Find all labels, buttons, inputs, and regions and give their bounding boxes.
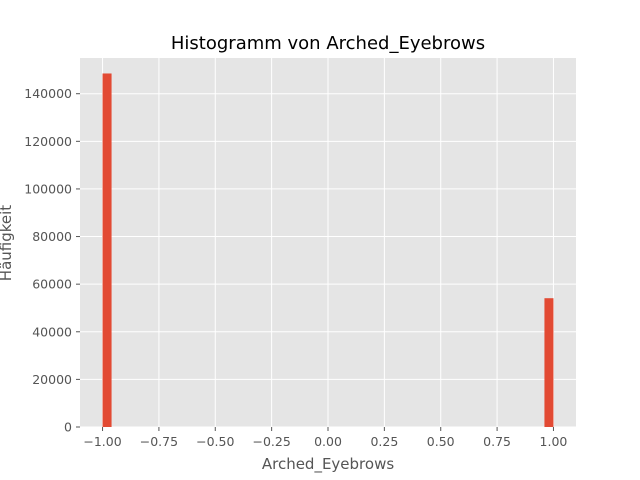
y-tick-label: 140000 <box>24 86 72 101</box>
x-tick-label: 1.00 <box>540 434 568 449</box>
x-axis-label: Arched_Eyebrows <box>262 455 394 474</box>
y-tick-label: 80000 <box>32 229 72 244</box>
chart-title: Histogramm von Arched_Eyebrows <box>171 33 485 54</box>
x-tick-label: 0.25 <box>370 434 398 449</box>
histogram-bar <box>102 73 112 428</box>
histogram-bar <box>544 298 554 427</box>
x-tick-label: −0.50 <box>196 434 234 449</box>
y-tick-label: 100000 <box>24 181 72 196</box>
y-tick-label: 20000 <box>32 372 72 387</box>
x-axis-ticks: −1.00 −0.75 −0.50 −0.25 0.00 0.25 0.50 0.75 1.00 <box>83 427 567 449</box>
x-tick-label: 0.75 <box>483 434 511 449</box>
x-tick-label: −0.25 <box>252 434 290 449</box>
bars <box>102 73 554 428</box>
y-tick-label: 0 <box>64 420 72 435</box>
y-tick-label: 120000 <box>24 134 72 149</box>
y-tick-label: 40000 <box>32 324 72 339</box>
y-axis-label: Häufigkeit <box>0 205 15 281</box>
y-tick-label: 60000 <box>32 277 72 292</box>
y-axis-ticks: 0 20000 40000 60000 80000 100000 120000 140000 <box>24 86 80 435</box>
x-tick-label: 0.00 <box>314 434 342 449</box>
x-tick-label: −1.00 <box>83 434 121 449</box>
x-tick-label: −0.75 <box>140 434 178 449</box>
x-tick-label: 0.50 <box>427 434 455 449</box>
